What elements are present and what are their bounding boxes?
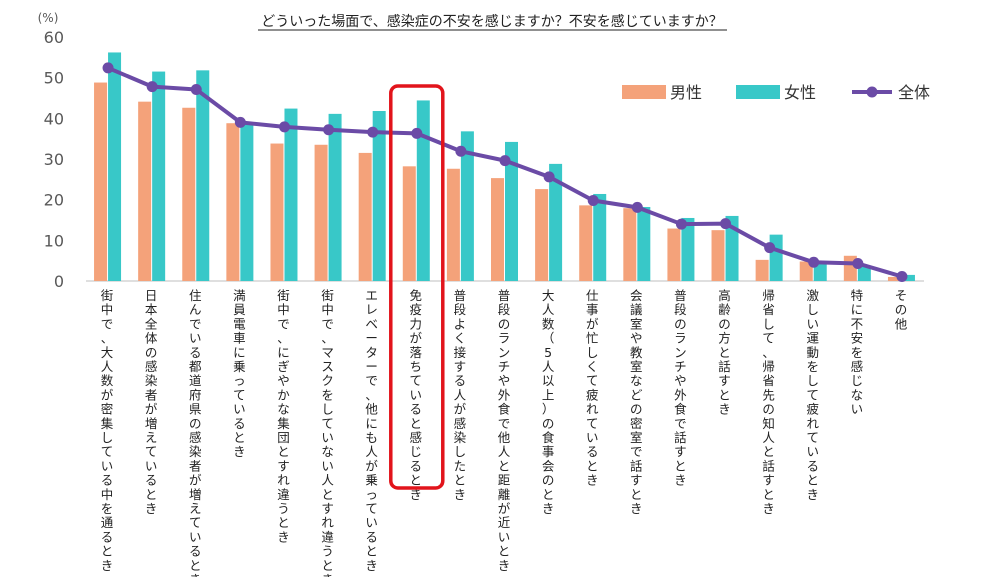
total-point	[587, 194, 599, 206]
bar-male	[579, 205, 593, 281]
bar-male	[314, 144, 328, 281]
bar-male	[358, 152, 372, 281]
bar-male	[755, 259, 769, 281]
bar-male	[226, 123, 240, 281]
bar-male	[491, 178, 504, 281]
total-point	[764, 242, 776, 254]
legend-marker	[866, 86, 878, 98]
category-label: 高齢の方と話すとき	[718, 288, 731, 417]
category-label: 住んでいる都道府県の感染者が増えているとき	[189, 288, 202, 577]
legend-label: 女性	[784, 83, 816, 102]
y-tick-label: 10	[44, 231, 64, 250]
bar-female	[813, 262, 827, 281]
legend-label: 男性	[670, 83, 702, 102]
y-tick-label: 60	[44, 28, 64, 47]
bar-marks	[94, 52, 915, 282]
total-point	[675, 218, 687, 230]
category-label: 街中で、マスクをしていない人とすれ違うとき	[321, 288, 334, 577]
bar-female	[240, 122, 254, 282]
category-label: 普段よく接する人が感染したとき	[454, 288, 467, 502]
line-series-marks	[102, 62, 908, 283]
y-tick-label: 0	[54, 272, 64, 291]
total-point	[323, 124, 335, 136]
category-label: 普段のランチや外食で話すとき	[674, 288, 687, 488]
bar-female	[901, 274, 915, 281]
bar-male	[711, 230, 725, 281]
category-label: 仕事が忙しくて疲れているとき	[586, 288, 599, 488]
bar-male	[799, 261, 813, 281]
bar-male	[535, 189, 549, 281]
total-point	[720, 218, 732, 230]
total-point	[543, 171, 555, 183]
bar-female	[549, 163, 563, 281]
total-point	[455, 145, 467, 157]
total-point	[896, 271, 908, 283]
category-label: 免疫力が落ちていると感じるとき	[410, 288, 423, 502]
total-point	[411, 127, 423, 139]
total-point	[102, 62, 114, 74]
legend-swatch	[622, 85, 666, 99]
bar-female	[108, 52, 122, 281]
bar-female	[681, 217, 695, 281]
category-label: 特に不安を感じない	[851, 288, 864, 417]
category-label: 帰省して、帰省先の知人と話すとき	[762, 288, 775, 516]
total-point	[808, 256, 820, 268]
category-label: 大人数（ 5 人以上）の食事会のとき	[542, 288, 555, 516]
chart-title: どういった場面で、感染症の不安を感じますか？不安を感じていますか？	[261, 13, 722, 30]
total-point	[499, 155, 511, 167]
bar-female	[505, 141, 518, 281]
total-point	[631, 201, 643, 213]
bar-female	[328, 113, 342, 281]
category-label: 会議室や教室などの密室で話すとき	[630, 288, 643, 516]
total-point	[367, 126, 379, 138]
bar-male	[887, 276, 901, 281]
bar-male	[94, 82, 108, 282]
bar-female	[769, 234, 783, 281]
bar-female	[637, 206, 651, 281]
bar-male	[182, 107, 196, 281]
bar-male	[667, 228, 681, 281]
total-point	[146, 81, 158, 93]
category-label: 日本全体の感染者が増えているとき	[145, 288, 158, 516]
category-labels: 街中で、大人数が密集している中を通るとき 日本全体の感染者が増えているとき 住んでい…	[101, 288, 908, 577]
y-axis-ticks: 0 10 20 30 40 50 60	[44, 28, 64, 291]
y-tick-label: 50	[44, 69, 64, 88]
legend: 男性 女性 全体	[622, 83, 930, 102]
y-axis-unit: (%)	[38, 11, 59, 25]
category-label: エレベーターで、他にも人が乗っているとき	[365, 288, 378, 573]
bar-female	[593, 193, 607, 281]
bar-female	[284, 108, 298, 281]
highlight-group	[389, 84, 445, 490]
bar-female	[152, 71, 166, 281]
y-tick-label: 20	[44, 191, 64, 210]
bar-male	[402, 166, 416, 281]
bar-male	[270, 143, 284, 281]
category-label: 激しい運動をして疲れているとき	[806, 288, 819, 502]
total-point	[852, 258, 864, 270]
bar-male	[138, 101, 152, 281]
bar-female	[857, 266, 871, 281]
y-tick-label: 30	[44, 150, 64, 169]
category-label: 街中で、にぎやかな集団とすれ違うとき	[277, 288, 290, 544]
bar-female	[725, 215, 739, 281]
legend-label: 全体	[898, 83, 930, 102]
bar-female	[372, 111, 386, 281]
legend-swatch	[736, 85, 780, 99]
highlight-box	[389, 84, 445, 490]
category-label: その他	[895, 288, 908, 331]
total-point	[190, 83, 202, 95]
bar-male	[623, 208, 637, 281]
category-label: 街中で、大人数が密集している中を通るとき	[101, 288, 114, 573]
y-tick-label: 40	[44, 109, 64, 128]
category-label: 普段のランチや外食で他人と距離が近いとき	[498, 288, 511, 573]
bar-male	[446, 168, 460, 281]
total-point	[234, 116, 246, 128]
bar-female	[460, 131, 474, 281]
category-label: 満員電車に乗っているとき	[233, 288, 246, 459]
total-point	[278, 121, 290, 133]
bar-female	[416, 100, 430, 281]
bar-female	[196, 70, 210, 281]
